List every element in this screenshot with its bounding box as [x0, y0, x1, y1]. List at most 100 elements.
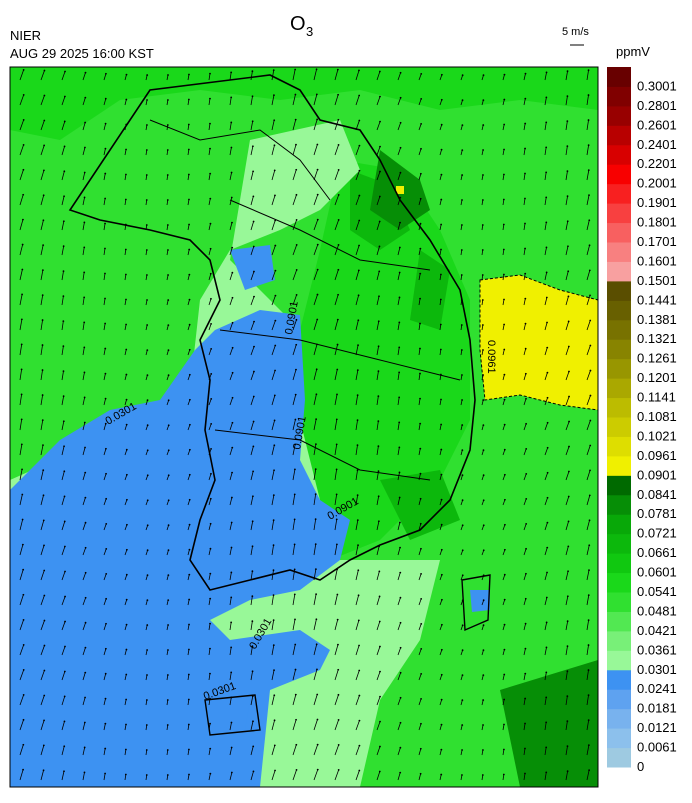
wind-arrow-head [420, 622, 423, 625]
wind-arrow [40, 720, 45, 731]
wind-arrow-head [440, 698, 443, 701]
wind-arrow [82, 272, 85, 281]
colorbar-segment [607, 300, 631, 321]
wind-arrow [313, 269, 319, 281]
wind-arrow [61, 271, 64, 281]
wind-arrow-head [42, 494, 45, 497]
wind-arrow-head [337, 718, 340, 721]
wind-arrow-head [316, 193, 319, 196]
wind-arrow-head [62, 295, 65, 298]
wind-arrow-head [503, 73, 506, 76]
wind-arrow [229, 722, 232, 731]
wind-arrow-head [337, 268, 340, 271]
wind-arrow [250, 346, 255, 356]
wind-arrow [418, 748, 422, 756]
wind-arrow-head [43, 619, 46, 622]
wind-arrow [355, 120, 360, 131]
colorbar-segment [607, 144, 631, 165]
wind-arrow-head [587, 94, 590, 96]
wind-arrow [418, 373, 421, 381]
wind-arrow-head [21, 468, 23, 471]
wind-arrow-head [105, 72, 107, 75]
wind-arrow-head [337, 218, 340, 221]
wind-arrow-head [167, 474, 170, 477]
wind-arrow-head [314, 468, 317, 471]
wind-arrow [418, 148, 422, 156]
wind-arrow-head [253, 320, 255, 323]
wind-arrow [103, 323, 106, 331]
wind-arrow [187, 699, 190, 706]
wind-arrow-head [274, 369, 276, 372]
wind-arrow [586, 720, 590, 731]
wind-arrow [334, 719, 339, 731]
wind-arrow [418, 573, 422, 581]
wind-arrow [544, 322, 548, 331]
wind-arrow [586, 520, 590, 531]
wind-arrow [544, 497, 548, 506]
wind-arrow-head [419, 347, 421, 350]
wind-arrow [439, 74, 443, 81]
wind-arrow-head [62, 370, 65, 373]
wind-arrow-head [167, 399, 170, 402]
wind-arrow [124, 449, 128, 456]
wind-arrow [439, 524, 443, 531]
wind-arrow [565, 396, 570, 406]
colorbar-label: 0.2401 [637, 137, 677, 152]
wind-arrow-head [460, 324, 463, 326]
wind-arrow-head [440, 473, 443, 476]
wind-arrow-head [420, 72, 423, 75]
wind-arrow-head [378, 195, 381, 198]
wind-arrow-head [545, 721, 548, 724]
wind-arrow-head [440, 198, 443, 201]
wind-arrow [523, 448, 527, 456]
wind-arrow-head [482, 574, 485, 577]
wind-arrow-head [230, 596, 233, 599]
wind-arrow-head [230, 746, 233, 749]
wind-arrow-head [336, 393, 338, 396]
wind-arrow [229, 397, 233, 406]
wind-arrow-head [251, 495, 254, 498]
wind-arrow [19, 694, 25, 706]
wind-arrow [334, 569, 338, 581]
wind-arrow [439, 124, 443, 131]
wind-arrow-head [336, 618, 339, 621]
wind-arrow [376, 596, 380, 606]
wind-arrow [19, 519, 23, 531]
wind-arrow-head [587, 669, 590, 671]
wind-arrow [124, 274, 127, 281]
wind-arrow-head [440, 123, 443, 126]
wind-arrow [334, 619, 339, 631]
wind-arrow-head [209, 672, 211, 675]
wind-arrow [250, 171, 254, 181]
wind-arrow-head [231, 396, 234, 399]
wind-arrow [229, 772, 233, 781]
wind-arrow-head [481, 274, 484, 276]
wind-arrow-head [460, 274, 463, 276]
wind-arrow-head [145, 724, 148, 726]
wind-arrow [439, 774, 442, 781]
wind-arrow-head [63, 520, 66, 523]
wind-arrow [271, 445, 275, 456]
wind-arrow-head [356, 394, 359, 397]
wind-arrow-head [125, 573, 128, 576]
wind-arrow [523, 473, 527, 481]
wind-arrow [439, 399, 442, 406]
wind-arrow-head [314, 543, 317, 546]
colorbar-label: 0.0361 [637, 642, 677, 657]
wind-arrow [397, 722, 401, 731]
wind-arrow [544, 347, 548, 356]
wind-arrow [187, 649, 190, 656]
wind-arrow-head [84, 471, 87, 474]
wind-arrow [544, 747, 547, 756]
wind-arrow [124, 574, 128, 581]
wind-arrow-head [398, 471, 401, 474]
wind-arrow-head [545, 246, 548, 249]
wind-arrow-head [43, 569, 46, 572]
wind-arrow-head [503, 473, 506, 476]
wind-arrow [82, 572, 87, 581]
wind-arrow-head [251, 570, 254, 573]
wind-arrow-head [188, 623, 190, 626]
wind-arrow [292, 694, 297, 706]
wind-arrow-head [21, 293, 23, 296]
wind-arrow [229, 447, 233, 456]
